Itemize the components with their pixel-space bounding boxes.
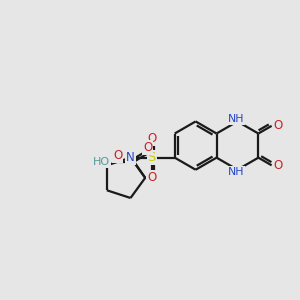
Text: N: N [126, 151, 135, 164]
Text: O: O [143, 141, 152, 154]
Text: O: O [113, 148, 122, 162]
Text: O: O [147, 132, 156, 145]
Text: O: O [147, 171, 156, 184]
Text: NH: NH [228, 167, 244, 177]
Text: HO: HO [93, 157, 110, 166]
Text: O: O [274, 159, 283, 172]
Text: O: O [274, 119, 283, 132]
Text: S: S [148, 151, 156, 164]
Text: NH: NH [228, 114, 244, 124]
